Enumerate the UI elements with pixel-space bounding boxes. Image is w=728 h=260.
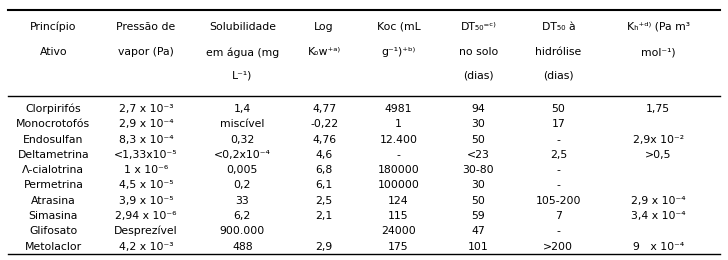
Text: Solubilidade: Solubilidade (209, 22, 276, 31)
Text: 488: 488 (232, 242, 253, 251)
Text: em água (mg: em água (mg (206, 47, 279, 58)
Text: 50: 50 (472, 135, 486, 145)
Text: Atrasina: Atrasina (31, 196, 76, 206)
Text: 2,9 x 10⁻⁴: 2,9 x 10⁻⁴ (119, 119, 173, 129)
Text: hidrólise: hidrólise (535, 47, 582, 57)
Text: Princípio: Princípio (30, 21, 76, 32)
Text: 4,5 x 10⁻⁵: 4,5 x 10⁻⁵ (119, 180, 173, 191)
Text: 2,1: 2,1 (315, 211, 333, 221)
Text: 33: 33 (235, 196, 249, 206)
Text: -: - (556, 180, 561, 191)
Text: 2,7 x 10⁻³: 2,7 x 10⁻³ (119, 104, 173, 114)
Text: 30: 30 (472, 119, 486, 129)
Text: 94: 94 (472, 104, 486, 114)
Text: 115: 115 (388, 211, 409, 221)
Text: 50: 50 (472, 196, 486, 206)
Text: 1,4: 1,4 (234, 104, 251, 114)
Text: 4,76: 4,76 (312, 135, 336, 145)
Text: (dias): (dias) (543, 71, 574, 81)
Text: L⁻¹): L⁻¹) (232, 71, 253, 81)
Text: Pressão de: Pressão de (116, 22, 175, 31)
Text: -0,22: -0,22 (310, 119, 338, 129)
Text: 4981: 4981 (385, 104, 412, 114)
Text: 47: 47 (472, 226, 486, 236)
Text: 6,1: 6,1 (315, 180, 333, 191)
Text: 180000: 180000 (378, 165, 419, 175)
Text: <1,33x10⁻⁵: <1,33x10⁻⁵ (114, 150, 178, 160)
Text: Log: Log (314, 22, 334, 31)
Text: 24000: 24000 (381, 226, 416, 236)
Text: 1,75: 1,75 (646, 104, 670, 114)
Text: Λ-cialotrina: Λ-cialotrina (23, 165, 84, 175)
Text: -: - (556, 135, 561, 145)
Text: Ativo: Ativo (39, 47, 67, 57)
Text: 0,005: 0,005 (226, 165, 258, 175)
Text: 6,8: 6,8 (315, 165, 333, 175)
Text: mol⁻¹): mol⁻¹) (641, 47, 676, 57)
Text: 3,4 x 10⁻⁴: 3,4 x 10⁻⁴ (631, 211, 686, 221)
Text: Monocrotofós: Monocrotofós (16, 119, 90, 129)
Text: Simasina: Simasina (28, 211, 78, 221)
Text: Koc (mL: Koc (mL (376, 22, 420, 31)
Text: Glifosato: Glifosato (29, 226, 77, 236)
Text: 3,9 x 10⁻⁵: 3,9 x 10⁻⁵ (119, 196, 173, 206)
Text: <0,2x10⁻⁴: <0,2x10⁻⁴ (214, 150, 271, 160)
Text: 50: 50 (551, 104, 566, 114)
Text: 2,9x 10⁻²: 2,9x 10⁻² (633, 135, 684, 145)
Text: 175: 175 (388, 242, 409, 251)
Text: <23: <23 (467, 150, 490, 160)
Text: (dias): (dias) (463, 71, 494, 81)
Text: >200: >200 (543, 242, 574, 251)
Text: 4,77: 4,77 (312, 104, 336, 114)
Text: Kₒw⁺ᵃ⁾: Kₒw⁺ᵃ⁾ (307, 47, 341, 57)
Text: 6,2: 6,2 (234, 211, 251, 221)
Text: 8,3 x 10⁻⁴: 8,3 x 10⁻⁴ (119, 135, 173, 145)
Text: 1: 1 (395, 119, 402, 129)
Text: 124: 124 (388, 196, 409, 206)
Text: 105-200: 105-200 (536, 196, 581, 206)
Text: Kₕ⁺ᵈ⁾ (Pa m³: Kₕ⁺ᵈ⁾ (Pa m³ (627, 22, 689, 31)
Text: >0,5: >0,5 (645, 150, 671, 160)
Text: 0,2: 0,2 (234, 180, 251, 191)
Text: DT₅₀ à: DT₅₀ à (542, 22, 575, 31)
Text: DT₅₀⁼ᶜ⁾: DT₅₀⁼ᶜ⁾ (461, 22, 496, 31)
Text: 0,32: 0,32 (230, 135, 254, 145)
Text: Deltametrina: Deltametrina (17, 150, 90, 160)
Text: 7: 7 (555, 211, 562, 221)
Text: 2,94 x 10⁻⁶: 2,94 x 10⁻⁶ (115, 211, 177, 221)
Text: 30: 30 (472, 180, 486, 191)
Text: g⁻¹)⁺ᵇ⁾: g⁻¹)⁺ᵇ⁾ (381, 47, 416, 57)
Text: Permetrina: Permetrina (23, 180, 83, 191)
Text: 4,6: 4,6 (315, 150, 333, 160)
Text: 2,9 x 10⁻⁴: 2,9 x 10⁻⁴ (631, 196, 686, 206)
Text: 1 x 10⁻⁶: 1 x 10⁻⁶ (124, 165, 168, 175)
Text: 2,5: 2,5 (315, 196, 333, 206)
Text: 900.000: 900.000 (220, 226, 265, 236)
Text: Endosulfan: Endosulfan (23, 135, 84, 145)
Text: Clorpirifós: Clorpirifós (25, 104, 82, 114)
Text: 17: 17 (552, 119, 565, 129)
Text: 100000: 100000 (378, 180, 419, 191)
Text: miscível: miscível (220, 119, 264, 129)
Text: 9   x 10⁻⁴: 9 x 10⁻⁴ (633, 242, 684, 251)
Text: 12.400: 12.400 (379, 135, 418, 145)
Text: vapor (Pa): vapor (Pa) (118, 47, 174, 57)
Text: Metolaclor: Metolaclor (25, 242, 82, 251)
Text: -: - (556, 226, 561, 236)
Text: 59: 59 (472, 211, 486, 221)
Text: 101: 101 (468, 242, 488, 251)
Text: 30-80: 30-80 (462, 165, 494, 175)
Text: -: - (397, 150, 400, 160)
Text: Desprezível: Desprezível (114, 226, 178, 237)
Text: 2,9: 2,9 (315, 242, 333, 251)
Text: -: - (556, 165, 561, 175)
Text: 2,5: 2,5 (550, 150, 567, 160)
Text: no solo: no solo (459, 47, 498, 57)
Text: 4,2 x 10⁻³: 4,2 x 10⁻³ (119, 242, 173, 251)
